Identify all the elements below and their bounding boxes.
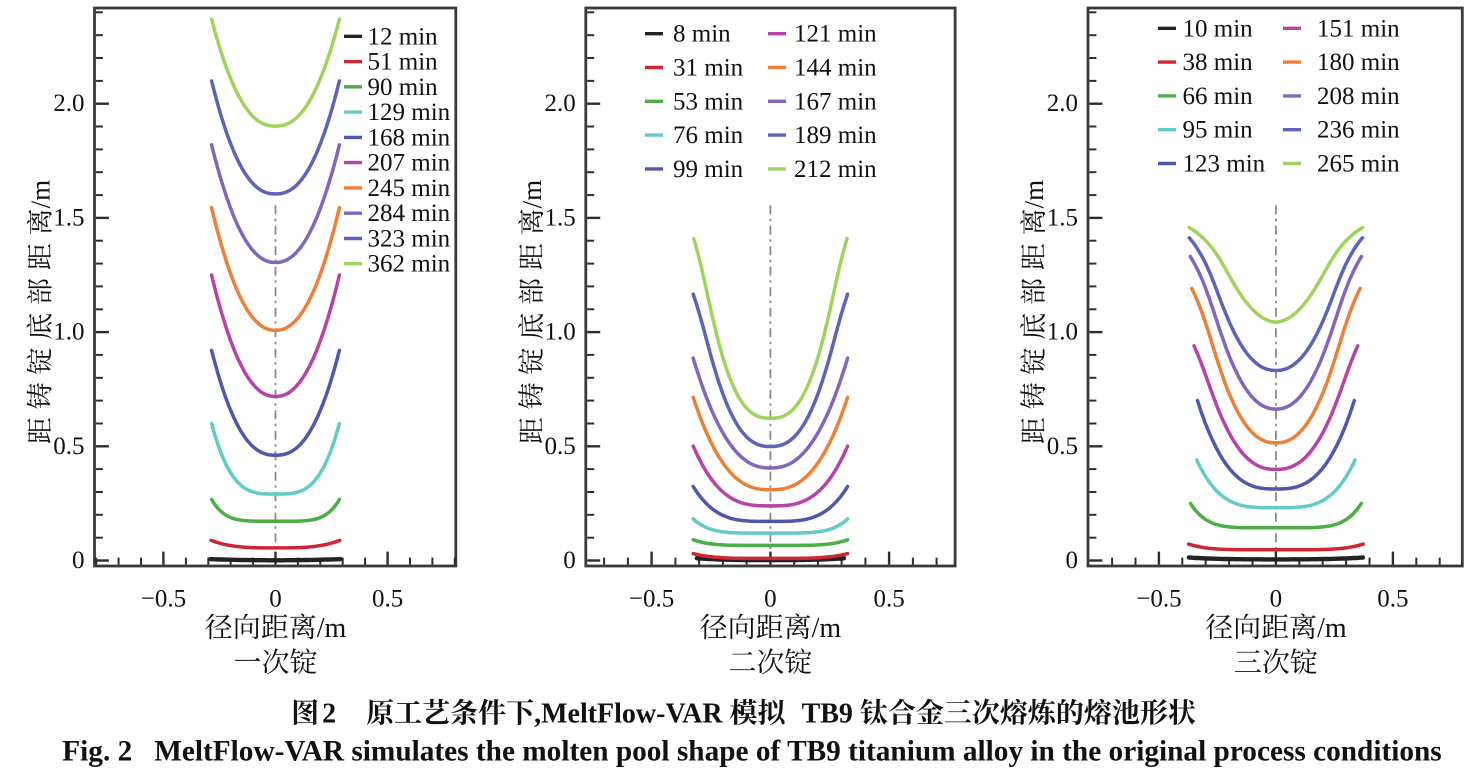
svg-text:0.5: 0.5 (1047, 433, 1078, 460)
svg-text:245 min: 245 min (368, 175, 451, 202)
svg-text:189 min: 189 min (794, 122, 877, 149)
svg-text:距铸锭底部距离/m: 距铸锭底部距离/m (1012, 180, 1051, 444)
svg-text:0.5: 0.5 (372, 586, 403, 613)
svg-text:51 min: 51 min (368, 49, 439, 76)
svg-text:距铸锭底部距离/m: 距铸锭底部距离/m (510, 180, 549, 444)
svg-text:二次锭: 二次锭 (728, 641, 812, 681)
svg-text:180 min: 180 min (1317, 49, 1400, 76)
svg-text:95 min: 95 min (1183, 117, 1254, 144)
svg-text:1.0: 1.0 (1047, 319, 1078, 346)
svg-text:径向距离/m: 径向距离/m (1205, 606, 1347, 646)
svg-text:76 min: 76 min (673, 122, 744, 149)
svg-text:0: 0 (563, 547, 576, 574)
svg-text:265 min: 265 min (1317, 151, 1400, 178)
svg-text:38 min: 38 min (1183, 49, 1254, 76)
svg-text:121 min: 121 min (794, 21, 877, 48)
svg-text:0: 0 (1066, 547, 1079, 574)
svg-text:2.0: 2.0 (53, 90, 84, 117)
svg-text:三次锭: 三次锭 (1234, 641, 1318, 681)
svg-text:1.0: 1.0 (545, 319, 576, 346)
svg-text:167 min: 167 min (794, 88, 877, 115)
svg-text:2.0: 2.0 (545, 90, 576, 117)
svg-text:99 min: 99 min (673, 156, 744, 183)
svg-text:90 min: 90 min (368, 74, 439, 101)
svg-text:151 min: 151 min (1317, 15, 1400, 42)
svg-text:31 min: 31 min (673, 55, 744, 82)
svg-text:径向距离/m: 径向距离/m (205, 606, 347, 646)
svg-text:0.5: 0.5 (545, 433, 576, 460)
svg-text:123 min: 123 min (1183, 151, 1266, 178)
svg-text:362 min: 362 min (368, 251, 451, 278)
svg-text:径向距离/m: 径向距离/m (700, 606, 842, 646)
svg-text:−0.5: −0.5 (141, 586, 186, 613)
svg-text:10 min: 10 min (1183, 15, 1254, 42)
svg-text:−0.5: −0.5 (629, 586, 674, 613)
svg-text:1.5: 1.5 (1047, 204, 1078, 231)
svg-text:2.0: 2.0 (1047, 90, 1078, 117)
svg-text:323 min: 323 min (368, 226, 451, 253)
svg-text:一次锭: 一次锭 (233, 641, 317, 681)
svg-text:284 min: 284 min (368, 200, 451, 227)
svg-text:144 min: 144 min (794, 55, 877, 82)
svg-text:168 min: 168 min (368, 124, 451, 151)
svg-text:0.5: 0.5 (873, 586, 904, 613)
svg-text:207 min: 207 min (368, 150, 451, 177)
svg-text:0: 0 (764, 586, 777, 613)
svg-text:0.5: 0.5 (53, 433, 84, 460)
svg-text:12 min: 12 min (368, 23, 439, 50)
svg-text:1.5: 1.5 (545, 204, 576, 231)
svg-text:−0.5: −0.5 (1136, 586, 1181, 613)
svg-text:0: 0 (269, 586, 282, 613)
svg-text:0: 0 (1270, 586, 1283, 613)
svg-text:66 min: 66 min (1183, 83, 1254, 110)
svg-text:212 min: 212 min (794, 156, 877, 183)
svg-text:Fig. 2 MeltFlow-VAR simulate: Fig. 2 MeltFlow-VAR simulates the molten… (62, 736, 1441, 768)
svg-text:53 min: 53 min (673, 88, 744, 115)
svg-text:距铸锭底部距离/m: 距铸锭底部距离/m (19, 180, 58, 444)
svg-text:1.0: 1.0 (53, 319, 84, 346)
svg-text:8 min: 8 min (673, 21, 731, 48)
svg-text:0.5: 0.5 (1377, 586, 1408, 613)
svg-text:1.5: 1.5 (53, 204, 84, 231)
svg-text:129 min: 129 min (368, 99, 451, 126)
svg-text:0: 0 (72, 547, 85, 574)
svg-text:208 min: 208 min (1317, 83, 1400, 110)
svg-text:236 min: 236 min (1317, 117, 1400, 144)
